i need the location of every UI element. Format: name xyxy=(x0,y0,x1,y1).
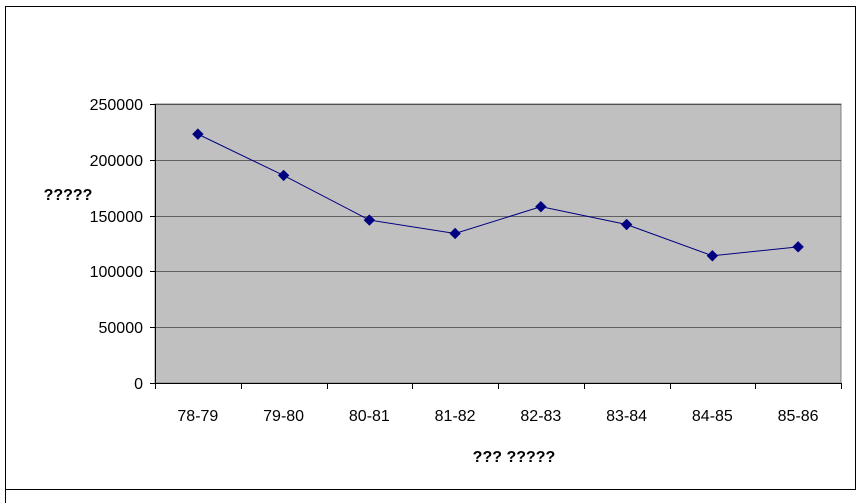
y-tick-label: 50000 xyxy=(99,320,144,337)
x-tick-labels: 78-79 79-80 80-81 81-82 82-83 83-84 84-85 85-86 xyxy=(177,408,818,425)
data-point-marker xyxy=(535,200,547,213)
x-tick-label: 82-83 xyxy=(520,408,561,425)
data-point-marker xyxy=(449,227,461,240)
data-point-marker xyxy=(620,218,633,231)
data-point-marker xyxy=(792,241,804,253)
axes xyxy=(150,104,842,389)
x-tick-label: 83-84 xyxy=(606,408,647,425)
y-tick-labels: 0 50000 100000 150000 200000 250000 xyxy=(90,97,143,393)
y-tick-label: 200000 xyxy=(90,153,143,170)
x-tick-label: 79-80 xyxy=(263,408,304,425)
y-axis-title: ????? xyxy=(44,187,93,204)
y-tick-label: 100000 xyxy=(90,264,143,281)
series-group xyxy=(192,128,804,262)
data-point-marker xyxy=(277,169,290,182)
data-point-marker xyxy=(363,214,376,226)
gridlines xyxy=(155,104,841,328)
x-tick-label: 80-81 xyxy=(349,408,390,425)
series-line xyxy=(197,133,799,257)
x-tick-label: 85-86 xyxy=(778,408,819,425)
x-tick-label: 84-85 xyxy=(692,408,733,425)
data-point-marker xyxy=(192,128,204,140)
x-tick-label: 81-82 xyxy=(435,408,476,425)
data-point-marker xyxy=(706,250,719,262)
x-axis-title: ??? ????? xyxy=(473,449,556,466)
frame-edge-mark xyxy=(5,490,6,503)
y-tick-label: 0 xyxy=(134,376,143,393)
plot-area xyxy=(154,103,842,384)
y-tick-label: 250000 xyxy=(90,97,143,114)
x-tick-label: 78-79 xyxy=(177,408,218,425)
y-tick-label: 150000 xyxy=(90,209,143,226)
